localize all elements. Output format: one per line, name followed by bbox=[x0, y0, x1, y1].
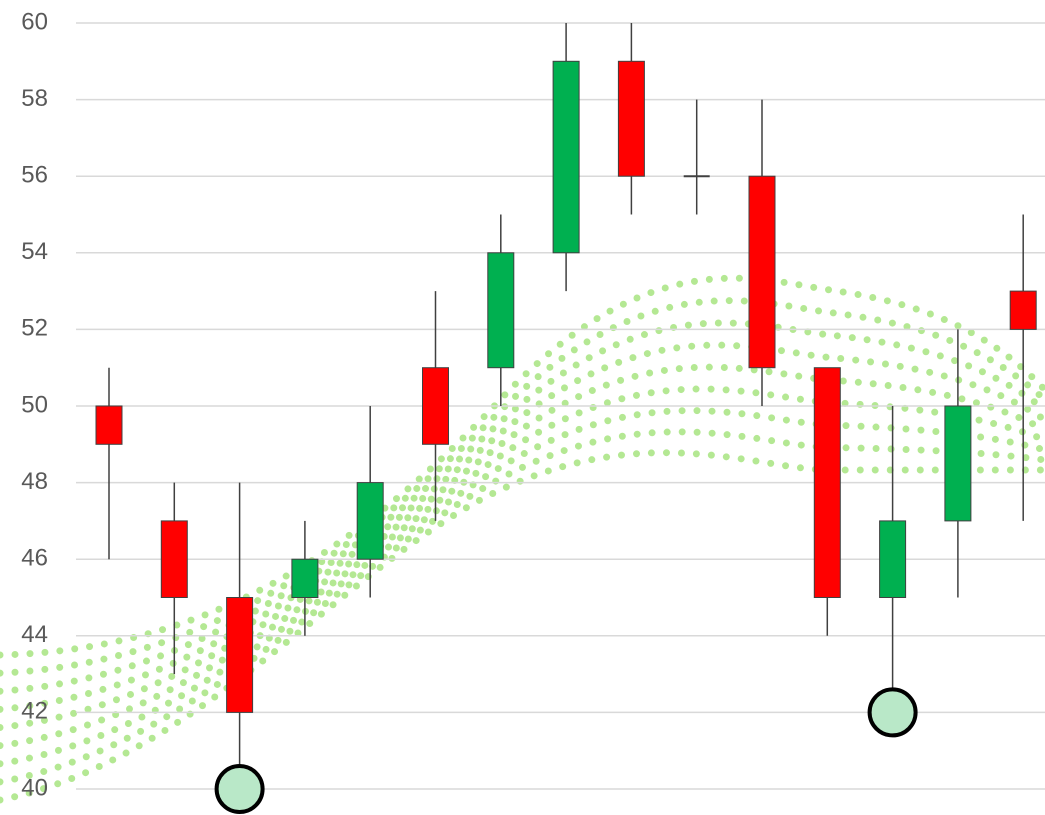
y-tick-label: 50 bbox=[21, 391, 48, 418]
candle-body bbox=[160, 520, 188, 599]
y-tick-label: 58 bbox=[21, 85, 48, 112]
candle-body bbox=[422, 367, 449, 445]
candle-body bbox=[1009, 290, 1037, 330]
wave-dots bbox=[0, 428, 1045, 786]
y-tick-label: 54 bbox=[21, 238, 48, 265]
candle-body bbox=[944, 405, 972, 522]
y-tick-label: 48 bbox=[21, 468, 48, 495]
candle-body bbox=[356, 482, 384, 560]
wave-dots bbox=[0, 297, 1045, 677]
candle-body bbox=[291, 558, 319, 599]
candle-body bbox=[487, 252, 515, 369]
background-wave bbox=[0, 274, 1045, 804]
candle-body bbox=[748, 175, 776, 369]
highlight-circle bbox=[867, 687, 918, 738]
wave-dots bbox=[0, 407, 1045, 768]
y-tick-label: 60 bbox=[21, 8, 48, 35]
wave-dots bbox=[0, 363, 1045, 731]
highlight-circle bbox=[214, 764, 265, 814]
candle-body bbox=[617, 60, 645, 177]
candle-body bbox=[813, 367, 841, 599]
y-tick-label: 56 bbox=[21, 162, 48, 189]
candle-body bbox=[552, 60, 580, 254]
y-tick-label: 40 bbox=[21, 774, 48, 801]
wave-dots bbox=[0, 385, 1045, 750]
y-tick-label: 46 bbox=[21, 545, 48, 572]
y-tick-label: 42 bbox=[21, 698, 48, 725]
wave-dots bbox=[0, 319, 1045, 695]
wave-dots bbox=[0, 449, 1045, 804]
candle-body bbox=[879, 520, 907, 599]
y-tick-label: 44 bbox=[21, 621, 48, 648]
candle-body bbox=[95, 405, 123, 445]
plot bbox=[95, 23, 1037, 814]
candle-body bbox=[226, 597, 254, 713]
y-tick-label: 52 bbox=[21, 315, 48, 342]
